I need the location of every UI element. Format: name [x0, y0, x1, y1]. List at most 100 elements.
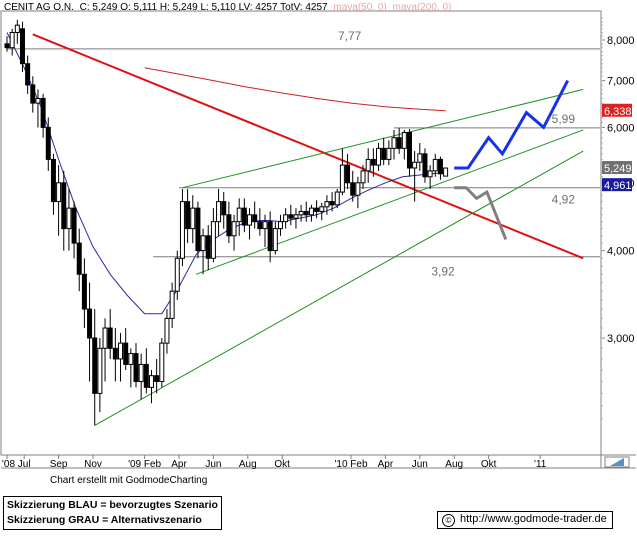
candle-body: [396, 137, 402, 149]
candle-body: [61, 182, 67, 230]
candle: [76, 228, 82, 292]
candle-body: [179, 201, 185, 259]
candle: [293, 208, 299, 229]
url-box[interactable]: © http://www.godmode-trader.de: [437, 511, 613, 529]
candle: [81, 258, 87, 329]
candle: [118, 332, 124, 382]
candle: [226, 201, 232, 244]
horizontal-levels: 7,77 5,99 4,92 3,92: [7, 29, 600, 279]
ma200-legend: mava(200, 0): [393, 2, 452, 13]
x-tick-label: Jun: [205, 459, 221, 470]
scroll-arrow-icon[interactable]: [604, 456, 630, 468]
candle-body: [200, 235, 206, 252]
candle-body: [339, 164, 345, 193]
legend-box: Skizzierung BLAU = bevorzugtes Szenario …: [3, 496, 222, 530]
candle: [376, 142, 382, 171]
candle: [190, 195, 196, 244]
candle: [303, 201, 309, 222]
ma200-line: [144, 67, 446, 112]
candle-body: [355, 182, 361, 196]
candle: [350, 170, 356, 202]
candle-body: [123, 342, 129, 365]
x-tick-label: Jul: [18, 459, 31, 470]
candle-body: [288, 214, 294, 219]
candle: [107, 309, 113, 359]
scenario-gray: [454, 186, 508, 240]
price-badge-bg: [602, 103, 632, 117]
price-badge-label: 6,338: [604, 106, 632, 118]
candle-body: [350, 182, 356, 196]
candle-body: [216, 201, 222, 223]
candle-body: [185, 201, 191, 230]
candle-body: [97, 347, 103, 394]
candle: [396, 127, 402, 154]
candle-body: [432, 158, 438, 172]
x-tick-label: Sep: [50, 459, 68, 470]
candle: [345, 153, 351, 189]
candle: [143, 348, 149, 394]
candle-body: [174, 257, 180, 292]
candle: [133, 343, 139, 388]
candle: [329, 192, 335, 212]
chart-header: CENIT AG O.N. C: 5,249 O: 5,111 H: 5,249…: [4, 2, 451, 13]
candle-body: [257, 221, 263, 230]
price-badge: 6,338: [602, 103, 632, 118]
candle: [272, 221, 278, 255]
candle: [319, 202, 325, 221]
candle-body: [231, 221, 237, 237]
candle: [148, 370, 154, 404]
candle: [19, 21, 25, 73]
candle-body: [92, 337, 98, 394]
candle-body: [76, 242, 82, 275]
candle: [370, 148, 376, 177]
candle: [195, 201, 201, 259]
candle: [92, 309, 98, 426]
candle: [247, 208, 253, 240]
candle-body: [277, 221, 283, 230]
scenario-blue: [454, 79, 570, 170]
candle: [66, 188, 72, 251]
x-tick-label: Okt: [274, 459, 290, 470]
candle-body: [35, 97, 41, 104]
candle: [288, 204, 294, 226]
price-badge-label: 4,961: [604, 180, 632, 192]
source-url[interactable]: http://www.godmode-trader.de: [460, 513, 607, 525]
candle-body: [308, 207, 314, 216]
candle-body: [112, 347, 118, 360]
candle-body: [66, 207, 72, 230]
candle-body: [401, 132, 407, 149]
candle: [123, 328, 129, 371]
candle: [437, 156, 443, 180]
x-tick-label: Apr: [378, 459, 394, 470]
candle-body: [391, 137, 397, 149]
x-tick-label: Aug: [239, 459, 257, 470]
candle-body: [422, 153, 428, 178]
chart-quote: C: 5,249 O: 5,111 H: 5,249 L: 5,110 LV: …: [80, 2, 328, 13]
x-tick-label: Apr: [171, 459, 187, 470]
candle-body: [272, 228, 278, 252]
candle-body: [107, 327, 113, 349]
candle-body: [360, 170, 366, 184]
trendline-channel_mid: [196, 129, 584, 275]
candle-body: [303, 210, 309, 216]
candle-body: [164, 317, 170, 344]
candle-body: [159, 342, 165, 382]
y-tick-label: 3,000: [607, 333, 635, 345]
candle: [252, 201, 258, 229]
x-tick-label: '11: [534, 459, 547, 470]
price-badges: 6,338 5,249 4,961: [602, 103, 632, 192]
candle: [267, 211, 273, 263]
candle-body: [283, 214, 289, 223]
candle-body: [9, 31, 15, 49]
y-tick-label: 4,000: [607, 246, 635, 258]
candle: [4, 36, 10, 52]
candle-body: [133, 353, 139, 382]
candle-body: [45, 126, 51, 160]
candle: [9, 28, 15, 56]
candle: [40, 93, 46, 138]
candle-body: [406, 132, 412, 169]
candle: [283, 208, 289, 229]
candle: [221, 192, 227, 229]
